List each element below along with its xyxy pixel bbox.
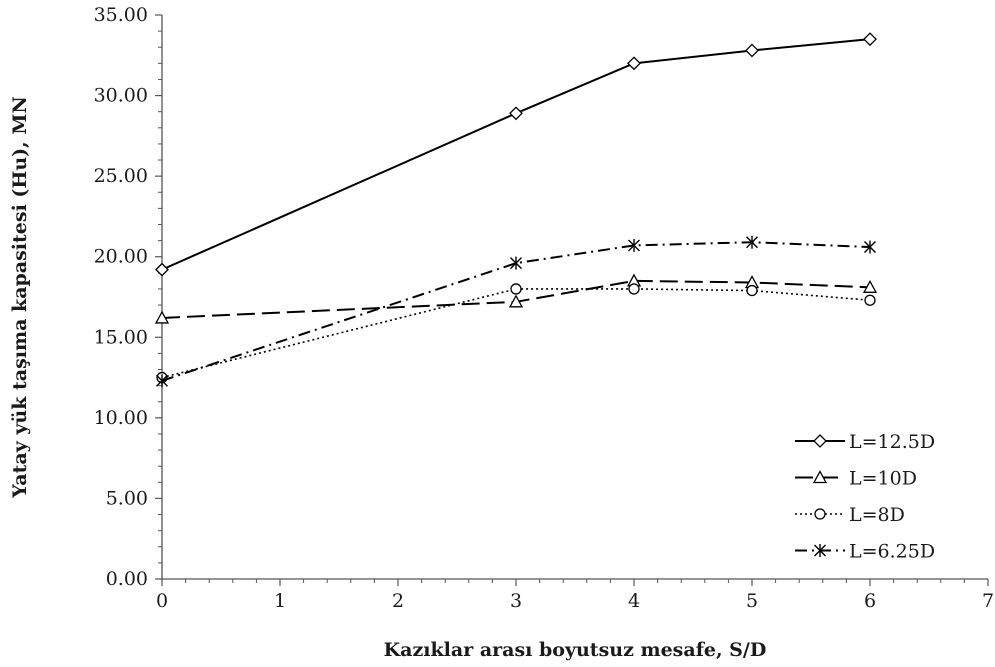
x-tick-label: 3 <box>510 590 522 612</box>
data-point <box>745 43 759 58</box>
data-point <box>628 283 640 295</box>
data-point <box>746 284 758 297</box>
x-tick-label: 1 <box>274 590 286 612</box>
data-point <box>509 106 523 121</box>
legend-entry: L=10D <box>795 468 917 490</box>
data-point <box>864 240 876 254</box>
series-layer <box>154 32 878 388</box>
y-tick-label: 10.00 <box>94 407 148 429</box>
y-tick-label: 0.00 <box>106 568 148 590</box>
legend-label: L=8D <box>849 504 905 526</box>
x-tick-label: 6 <box>864 590 876 612</box>
data-point <box>864 294 876 306</box>
x-tick-label: 5 <box>746 590 758 612</box>
y-tick-label: 35.00 <box>94 4 148 26</box>
series-line <box>161 38 871 271</box>
tick-marks <box>155 14 989 586</box>
series-line <box>161 241 871 382</box>
legend-marker <box>813 434 827 448</box>
legend-label: L=10D <box>849 468 917 490</box>
legend-marker <box>814 508 826 520</box>
data-point <box>156 374 168 388</box>
data-point <box>863 32 877 47</box>
y-tick-label: 20.00 <box>94 246 148 268</box>
legend-label: L=12.5D <box>849 431 935 453</box>
tick-labels: 0 1 2 3 4 5 6 7 0.00 5.00 10.00 15.00 20.00 25.00 30.0… <box>94 4 994 612</box>
data-point <box>510 283 522 295</box>
series-line <box>161 288 871 379</box>
data-point <box>154 310 170 324</box>
series-4 <box>156 235 876 388</box>
axes <box>161 15 988 580</box>
x-axis-title: Kazıklar arası boyutsuz mesafe, S/D <box>384 639 767 661</box>
y-axis-title: Yatay yük taşıma kapasitesi (Hu), MN <box>9 96 31 499</box>
y-tick-label: 5.00 <box>106 487 148 509</box>
data-point <box>862 279 878 293</box>
legend-marker <box>814 544 826 557</box>
x-tick-label: 0 <box>156 590 168 612</box>
data-point <box>627 56 641 71</box>
data-point <box>508 294 524 308</box>
series-line <box>161 279 871 319</box>
x-tick-label: 4 <box>628 590 640 612</box>
data-point <box>746 235 758 249</box>
legend-label: L=6.25D <box>849 541 935 563</box>
legend-entry: L=6.25D <box>795 541 935 563</box>
x-tick-label: 2 <box>392 590 404 612</box>
legend-marker <box>812 470 828 484</box>
legend-entry: L=8D <box>795 504 905 526</box>
data-point <box>628 238 640 252</box>
series-1 <box>155 32 877 277</box>
legend-entry: L=12.5D <box>795 431 935 453</box>
data-point <box>510 256 522 270</box>
x-tick-label: 7 <box>982 590 994 612</box>
legend: L=12.5D L=10D L=8D L=6.25D <box>795 431 935 563</box>
series-2 <box>154 273 878 324</box>
y-tick-label: 15.00 <box>94 326 148 348</box>
data-point <box>155 262 169 277</box>
y-tick-label: 25.00 <box>94 165 148 187</box>
y-tick-label: 30.00 <box>94 85 148 107</box>
